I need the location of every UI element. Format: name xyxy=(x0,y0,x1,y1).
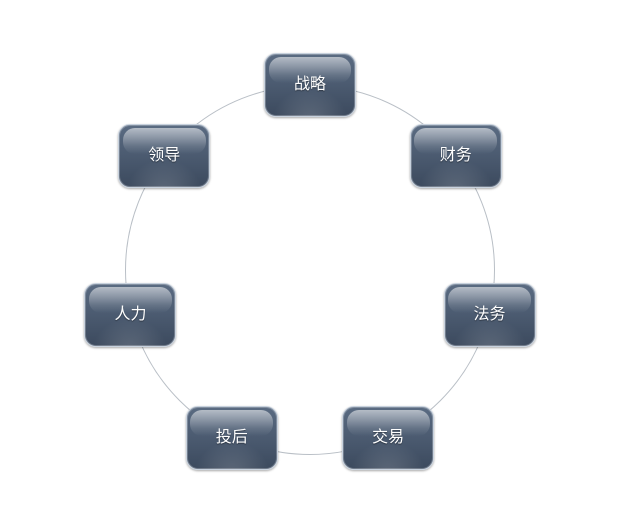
cycle-node-financial-control: 财务 xyxy=(410,124,502,188)
cycle-node-strategic-planning: 战略 xyxy=(264,53,356,117)
cycle-node-label: 投后 xyxy=(216,428,248,448)
cycle-node-legal-framework: 法务 xyxy=(444,283,536,347)
cycle-node-deal-design: 交易 xyxy=(342,406,434,470)
cycle-node-label: 战略 xyxy=(294,75,326,95)
cycle-node-label: 财务 xyxy=(440,146,472,166)
cycle-node-leadership-model: 领导 xyxy=(118,124,210,188)
cycle-diagram: 战略财务法务交易 投后 人力 领导 xyxy=(0,0,640,526)
cycle-node-label: 交易 xyxy=(372,428,404,448)
cycle-node-label: 人力 xyxy=(114,305,146,325)
cycle-node-human-resources: 人力 xyxy=(84,283,176,347)
cycle-node-label: 领导 xyxy=(148,146,180,166)
cycle-node-post-merger: 投后 xyxy=(186,406,278,470)
cycle-node-label: 法务 xyxy=(473,305,505,325)
